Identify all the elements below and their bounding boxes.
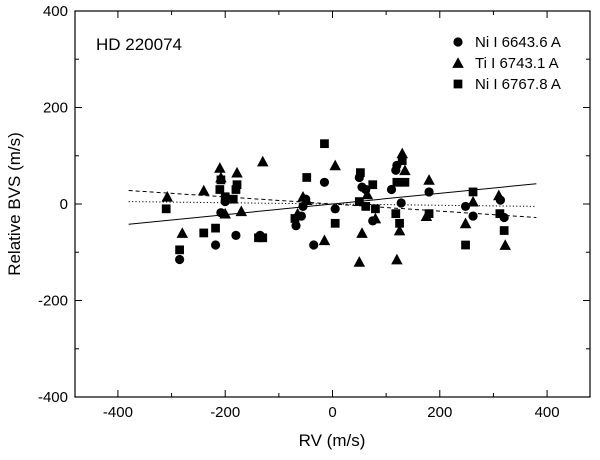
data-point-circle	[424, 187, 434, 197]
data-point-square	[228, 194, 238, 204]
data-point-circle	[175, 254, 185, 265]
data-point-circle	[330, 204, 340, 214]
data-point-triangle	[301, 194, 313, 206]
data-point-square	[397, 156, 407, 165]
y-tick-label: 400	[43, 3, 68, 20]
data-point-circle	[210, 240, 221, 250]
x-tick-label: 200	[427, 404, 452, 421]
y-tick-label: -200	[38, 293, 68, 310]
fit-lines	[128, 183, 537, 225]
data-point-triangle	[161, 191, 174, 202]
data-point-triangle	[257, 155, 269, 167]
data-point-square	[290, 214, 300, 223]
data-point-triangle	[361, 188, 374, 200]
data-point-triangle	[235, 205, 248, 217]
data-point-square	[232, 180, 242, 190]
y-tick-label: 0	[60, 196, 68, 213]
data-point-triangle	[493, 189, 505, 201]
data-point-circle	[309, 240, 319, 250]
data-point-circle	[396, 198, 406, 208]
data-point-square	[495, 209, 505, 219]
data-point-triangle	[459, 217, 472, 229]
legend-label: Ti I 6743.1 A	[475, 55, 559, 72]
data-point-square	[161, 204, 171, 214]
data-point-triangle	[214, 162, 226, 173]
data-point-square	[175, 245, 184, 255]
data-point-triangle	[467, 195, 479, 207]
data-point-square	[361, 202, 371, 211]
data-point-circle	[231, 230, 241, 240]
data-point-triangle	[231, 166, 243, 178]
x-tick-label: -200	[210, 404, 240, 421]
data-point-triangle	[499, 239, 511, 250]
data-point-square	[330, 218, 340, 228]
x-tick-label: 0	[328, 404, 336, 421]
data-point-square	[392, 177, 402, 187]
star-name-annotation: HD 220074	[96, 35, 182, 54]
data-point-triangle	[423, 174, 435, 185]
data-point-square	[258, 233, 268, 243]
legend-label: Ni I 6767.8 A	[475, 76, 561, 93]
y-tick-label: 200	[43, 100, 68, 117]
data-point-triangle	[396, 147, 408, 159]
data-point-square	[499, 226, 509, 235]
data-point-circle	[319, 177, 330, 187]
data-point-triangle	[393, 224, 406, 236]
y-tick-label: -400	[38, 389, 68, 406]
x-tick-label: 400	[535, 404, 560, 421]
data-point-square	[215, 185, 225, 194]
data-point-triangle	[329, 159, 341, 171]
data-point-square	[395, 218, 404, 228]
data-point-square	[354, 197, 364, 206]
legend-marker-triangle	[452, 57, 464, 68]
data-point-square	[231, 185, 241, 194]
data-point-triangle	[219, 207, 231, 219]
data-point-square	[211, 223, 220, 233]
data-points	[161, 139, 511, 267]
data-point-square	[368, 180, 378, 190]
legend-label: Ni I 6643.6 A	[475, 34, 561, 51]
data-point-triangle	[369, 212, 382, 224]
data-point-square	[424, 209, 434, 219]
axis-ticks: -400 -200 0 200 400 -400 -200 0 200 400	[38, 3, 590, 421]
data-point-triangle	[391, 253, 403, 265]
data-point-square	[468, 187, 478, 197]
data-point-triangle	[318, 234, 331, 246]
data-point-square	[220, 192, 230, 202]
data-point-square	[199, 228, 209, 238]
data-point-triangle	[399, 164, 411, 176]
data-point-square	[461, 240, 470, 250]
legend: Ni I 6643.6 A Ti I 6743.1 A Ni I 6767.8 A	[452, 34, 561, 93]
data-point-square	[216, 175, 226, 185]
data-point-triangle	[176, 227, 189, 238]
data-point-triangle	[353, 256, 366, 267]
x-axis-title: RV (m/s)	[299, 431, 366, 450]
legend-marker-circle	[453, 37, 463, 47]
data-point-circle	[386, 184, 397, 195]
data-point-square	[371, 204, 380, 214]
data-point-triangle	[198, 184, 210, 196]
fit-line-dashed	[128, 189, 537, 219]
data-point-square	[302, 173, 312, 182]
data-point-circle	[291, 221, 301, 231]
data-point-square	[320, 139, 329, 149]
data-point-circle	[460, 201, 471, 212]
data-point-square	[391, 209, 401, 219]
x-tick-label: -400	[103, 404, 133, 421]
legend-marker-square	[453, 79, 463, 89]
data-point-square	[400, 177, 410, 187]
y-axis-title: Relative BVS (m/s)	[5, 132, 24, 276]
data-point-square	[356, 168, 365, 178]
data-point-circle	[468, 211, 478, 221]
data-point-triangle	[356, 227, 368, 238]
